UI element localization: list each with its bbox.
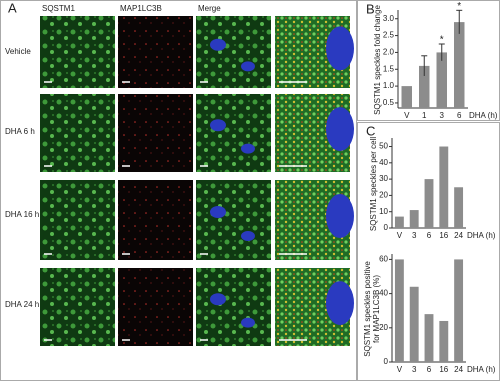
micrograph (118, 94, 193, 172)
x-axis-label: DHA (h) (467, 365, 496, 374)
column-header: Merge (198, 4, 221, 13)
y-tick-label: 0 (384, 223, 389, 232)
panel-label: A (8, 0, 17, 15)
y-tick-label: 50 (379, 142, 388, 151)
y-axis-label: SQSTM1 speckles fold change (373, 5, 382, 115)
x-tick-label: 1 (422, 111, 427, 120)
row-label: DHA 6 h (5, 127, 35, 136)
bar (401, 86, 412, 108)
error-bar (421, 55, 428, 76)
x-tick-label: V (397, 231, 403, 240)
micrograph (40, 94, 115, 172)
column-header: SQSTM1 (42, 4, 75, 13)
bar (409, 286, 419, 362)
significance-marker: * (457, 1, 461, 12)
micrograph (40, 268, 115, 346)
bar (436, 52, 447, 108)
micrograph (40, 16, 115, 88)
bar (394, 259, 404, 362)
x-axis-label: DHA (h) (467, 231, 496, 240)
y-tick-label: 20 (379, 191, 388, 200)
micrograph (118, 180, 193, 260)
bar (409, 210, 419, 228)
row-label: DHA 16 h (5, 210, 39, 219)
x-tick-label: 16 (439, 231, 448, 240)
y-tick-label: 1.5 (383, 64, 395, 73)
bar (439, 146, 449, 228)
nucleus (210, 293, 226, 306)
y-tick-label: 60 (379, 255, 388, 264)
y-axis-label: for MAP1LC3B (%) (372, 275, 381, 343)
y-tick-label: 3.0 (383, 14, 395, 23)
x-tick-label: V (404, 111, 410, 120)
bar (454, 187, 464, 228)
micrograph (118, 16, 193, 88)
bar (419, 65, 430, 108)
x-tick-label: 6 (427, 365, 432, 374)
y-tick-label: 2.5 (383, 31, 395, 40)
error-bar (438, 43, 445, 61)
x-tick-label: 24 (454, 231, 463, 240)
nucleus (210, 206, 226, 218)
y-tick-label: 40 (379, 289, 388, 298)
panel-label: C (366, 123, 375, 138)
bar (424, 314, 434, 362)
micrograph (118, 268, 193, 346)
nucleus (210, 38, 226, 51)
y-tick-label: 40 (379, 158, 388, 167)
nucleus (326, 194, 354, 238)
micrograph (196, 16, 271, 88)
x-tick-label: 6 (457, 111, 462, 120)
nucleus (241, 317, 255, 328)
x-tick-label: 16 (439, 365, 448, 374)
nucleus (241, 143, 255, 154)
panel-label: B (366, 1, 375, 16)
bar (424, 179, 434, 228)
nucleus (326, 281, 354, 326)
column-header: MAP1LC3B (120, 4, 162, 13)
micrograph (196, 94, 271, 172)
x-axis-label: DHA (h) (469, 111, 498, 120)
y-tick-label: 20 (379, 323, 388, 332)
micrograph (196, 268, 271, 346)
y-tick-label: 0.5 (383, 98, 395, 107)
bar (454, 22, 465, 108)
micrographs (40, 16, 354, 346)
micrograph (40, 180, 115, 260)
nucleus (210, 119, 226, 132)
y-axis-label: SQSTM1 speckles per cell (369, 137, 378, 231)
bar (454, 259, 464, 362)
y-tick-label: 2.0 (383, 48, 395, 57)
nucleus (326, 107, 354, 152)
error-bar (456, 9, 463, 34)
panel-a: A SQSTM1 MAP1LC3B Merge Vehicle DHA 6 h … (0, 0, 357, 381)
significance-marker: * (440, 35, 444, 46)
row-label: Vehicle (5, 47, 31, 56)
x-tick-label: 3 (412, 231, 417, 240)
bar (394, 216, 404, 228)
x-tick-label: 24 (454, 365, 463, 374)
y-tick-label: 1.0 (383, 81, 395, 90)
x-tick-label: 3 (440, 111, 445, 120)
nucleus (241, 61, 255, 72)
y-tick-label: 30 (379, 174, 388, 183)
y-axis-label: SQSTM1 speckles positive (363, 261, 372, 357)
x-tick-label: 6 (427, 231, 432, 240)
row-label: DHA 24 h (5, 300, 39, 309)
x-tick-label: 3 (412, 365, 417, 374)
y-tick-label: 10 (379, 207, 388, 216)
x-tick-label: V (397, 365, 403, 374)
y-tick-label: 0 (384, 357, 389, 366)
nucleus (326, 26, 354, 71)
bar (439, 320, 449, 362)
micrograph (196, 180, 271, 260)
nucleus (241, 231, 255, 241)
